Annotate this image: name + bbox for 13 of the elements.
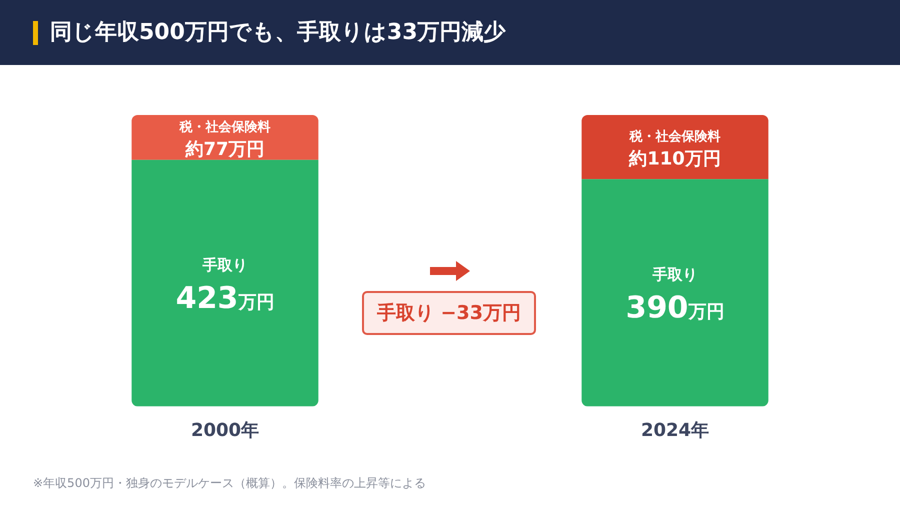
data-label: 423万円 [176,280,274,316]
series-label: 手取り [202,256,248,274]
x-tick-label: 2000年 [190,420,260,441]
data-label: 390万円 [626,290,724,326]
data-label: 約77万円 [184,138,265,160]
series-label: 税・社会保険料 [178,118,270,135]
annotation: 手取り −33万円 [362,291,536,335]
data-label: 約110万円 [628,148,721,170]
x-tick-label: 2024年 [640,420,710,441]
chart-title: 同じ年収500万円でも、手取りは33万円減少 [50,19,506,47]
text: 手取り [652,266,698,284]
text: 税・社会保険料 [630,129,720,144]
text: ※年収500万円・独身のモデルケース（概算）。保険料率の上昇等による [33,475,426,492]
